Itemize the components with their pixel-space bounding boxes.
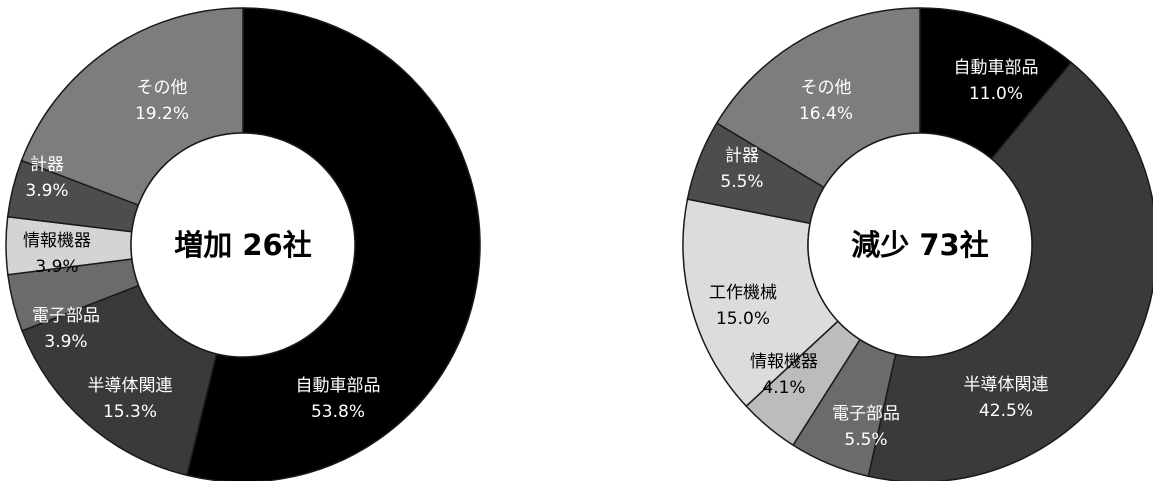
slice-label-instruments: 計器 [30,155,64,175]
slice-label-machine-tools: 工作機械 [709,283,777,303]
slice-value-semiconductor: 15.3% [103,402,157,422]
center-label: 増加 26社 [174,228,311,262]
slice-label-others: その他 [137,78,188,98]
increase-donut-chart: 自動車部品 53.8% 半導体関連 15.3% 電子部品 3.9% 情報機器 3.9% 計器 3.… [5,7,481,481]
slice-value-electronic-parts: 5.5% [844,430,887,450]
slice-value-others: 19.2% [135,104,189,124]
slice-label-semiconductor: 半導体関連 [88,376,173,396]
slice-value-instruments: 5.5% [720,172,763,192]
slice-value-automotive-parts: 11.0% [969,84,1023,104]
slice-label-semiconductor: 半導体関連 [964,375,1049,395]
donut-hole [807,132,1033,358]
slice-value-instruments: 3.9% [25,181,68,201]
slice-label-automotive-parts: 自動車部品 [296,376,381,396]
slice-value-electronic-parts: 3.9% [44,332,87,352]
decrease-donut-chart: 自動車部品 11.0% 半導体関連 42.5% 電子部品 5.5% 情報機器 4.1% 工作機械… [682,7,1153,481]
slice-value-info-equipment: 4.1% [762,378,805,398]
slice-value-semiconductor: 42.5% [979,401,1033,421]
slice-label-instruments: 計器 [725,146,759,166]
slice-label-info-equipment: 情報機器 [750,352,818,372]
slice-value-info-equipment: 3.9% [35,257,78,277]
slice-label-electronic-parts: 電子部品 [32,306,100,326]
slice-label-info-equipment: 情報機器 [23,231,91,251]
slice-value-machine-tools: 15.0% [716,309,770,329]
slice-label-automotive-parts: 自動車部品 [954,58,1039,78]
donut-hole [130,132,356,358]
slice-label-electronic-parts: 電子部品 [832,404,900,424]
slice-value-others: 16.4% [799,104,853,124]
center-label: 減少 73社 [851,228,988,262]
slice-value-automotive-parts: 53.8% [311,402,365,422]
slice-label-others: その他 [801,78,852,98]
